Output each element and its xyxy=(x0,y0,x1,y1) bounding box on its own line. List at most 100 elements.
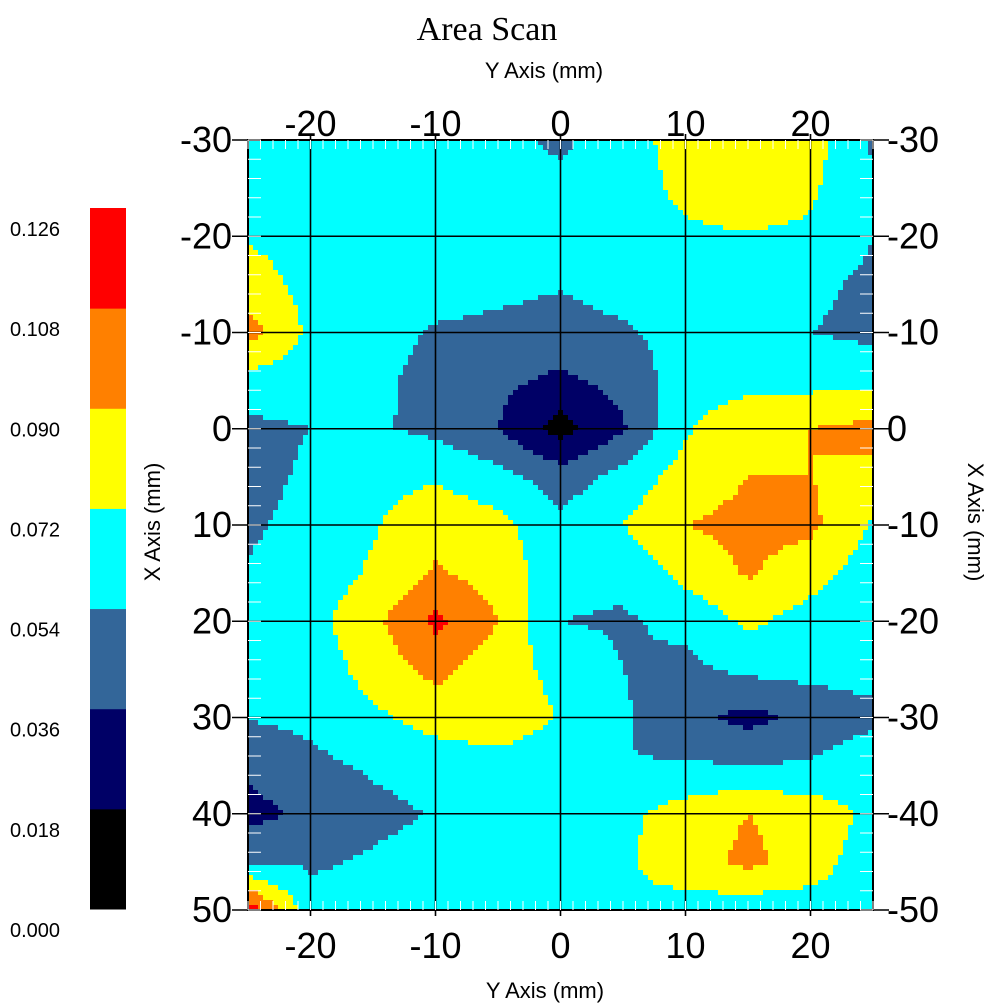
contour-cell xyxy=(333,210,339,216)
contour-cell xyxy=(748,215,754,221)
contour-cell xyxy=(273,145,279,151)
contour-cell xyxy=(838,200,844,206)
contour-cell xyxy=(753,255,759,261)
contour-cell xyxy=(423,215,429,221)
contour-cell xyxy=(443,255,449,261)
contour-cell xyxy=(468,275,474,281)
contour-cell xyxy=(253,145,259,151)
contour-cell xyxy=(303,270,309,276)
contour-cell xyxy=(723,170,729,176)
contour-cell xyxy=(658,175,664,181)
contour-cell xyxy=(653,140,659,146)
contour-cell xyxy=(798,265,804,271)
contour-cell xyxy=(258,155,264,161)
contour-cell xyxy=(388,155,394,161)
contour-cell xyxy=(288,205,294,211)
contour-cell xyxy=(598,180,604,186)
contour-cell xyxy=(298,235,304,241)
contour-cell xyxy=(448,260,454,266)
contour-cell xyxy=(503,315,509,321)
contour-cell xyxy=(448,285,454,291)
contour-cell xyxy=(528,210,534,216)
contour-cell xyxy=(253,245,259,251)
contour-cell xyxy=(623,320,629,326)
contour-cell xyxy=(268,255,274,261)
contour-cell xyxy=(773,320,779,326)
contour-cell xyxy=(418,210,424,216)
contour-cell xyxy=(743,155,749,161)
contour-cell xyxy=(348,220,354,226)
contour-cell xyxy=(583,310,589,316)
contour-cell xyxy=(823,260,829,266)
contour-cell xyxy=(408,220,414,226)
contour-cell xyxy=(863,250,869,256)
contour-cell xyxy=(738,230,744,236)
contour-cell xyxy=(678,220,684,226)
contour-cell xyxy=(413,285,419,291)
contour-cell xyxy=(693,255,699,261)
contour-cell xyxy=(398,165,404,171)
contour-cell xyxy=(658,235,664,241)
contour-cell xyxy=(563,235,569,241)
contour-cell xyxy=(593,215,599,221)
contour-cell xyxy=(578,220,584,226)
contour-cell xyxy=(353,295,359,301)
contour-cell xyxy=(703,165,709,171)
contour-cell xyxy=(473,255,479,261)
contour-cell xyxy=(503,265,509,271)
contour-cell xyxy=(553,325,559,331)
contour-cell xyxy=(778,185,784,191)
contour-cell xyxy=(853,220,859,226)
contour-cell xyxy=(273,320,279,326)
contour-cell xyxy=(748,320,754,326)
contour-cell xyxy=(363,265,369,271)
contour-cell xyxy=(253,265,259,271)
contour-cell xyxy=(483,310,489,316)
contour-cell xyxy=(623,210,629,216)
contour-cell xyxy=(648,220,654,226)
contour-cell xyxy=(743,270,749,276)
contour-cell xyxy=(408,305,414,311)
contour-cell xyxy=(718,150,724,156)
contour-cell xyxy=(788,315,794,321)
contour-cell xyxy=(798,300,804,306)
contour-cell xyxy=(283,280,289,286)
contour-cell xyxy=(738,140,744,146)
contour-cell xyxy=(303,205,309,211)
contour-cell xyxy=(688,285,694,291)
contour-cell xyxy=(573,250,579,256)
contour-cell xyxy=(553,295,559,301)
contour-cell xyxy=(408,325,414,331)
contour-cell xyxy=(663,310,669,316)
contour-cell xyxy=(613,240,619,246)
contour-cell xyxy=(458,280,464,286)
contour-cell xyxy=(413,270,419,276)
contour-cell xyxy=(423,145,429,151)
contour-cell xyxy=(703,175,709,181)
contour-cell xyxy=(748,145,754,151)
contour-cell xyxy=(448,140,454,146)
contour-cell xyxy=(628,170,634,176)
contour-cell xyxy=(783,265,789,271)
contour-cell xyxy=(573,245,579,251)
contour-cell xyxy=(428,200,434,206)
contour-cell xyxy=(583,235,589,241)
contour-cell xyxy=(753,305,759,311)
contour-cell xyxy=(648,265,654,271)
contour-cell xyxy=(528,160,534,166)
contour-cell xyxy=(553,140,559,146)
contour-cell xyxy=(848,270,854,276)
contour-cell xyxy=(423,205,429,211)
contour-cell xyxy=(303,265,309,271)
contour-cell xyxy=(803,310,809,316)
contour-cell xyxy=(418,190,424,196)
contour-cell xyxy=(643,310,649,316)
contour-cell xyxy=(343,220,349,226)
contour-cell xyxy=(328,280,334,286)
contour-cell xyxy=(453,325,459,331)
contour-cell xyxy=(688,140,694,146)
contour-cell xyxy=(838,215,844,221)
contour-cell xyxy=(818,315,824,321)
contour-cell xyxy=(678,185,684,191)
contour-cell xyxy=(768,155,774,161)
